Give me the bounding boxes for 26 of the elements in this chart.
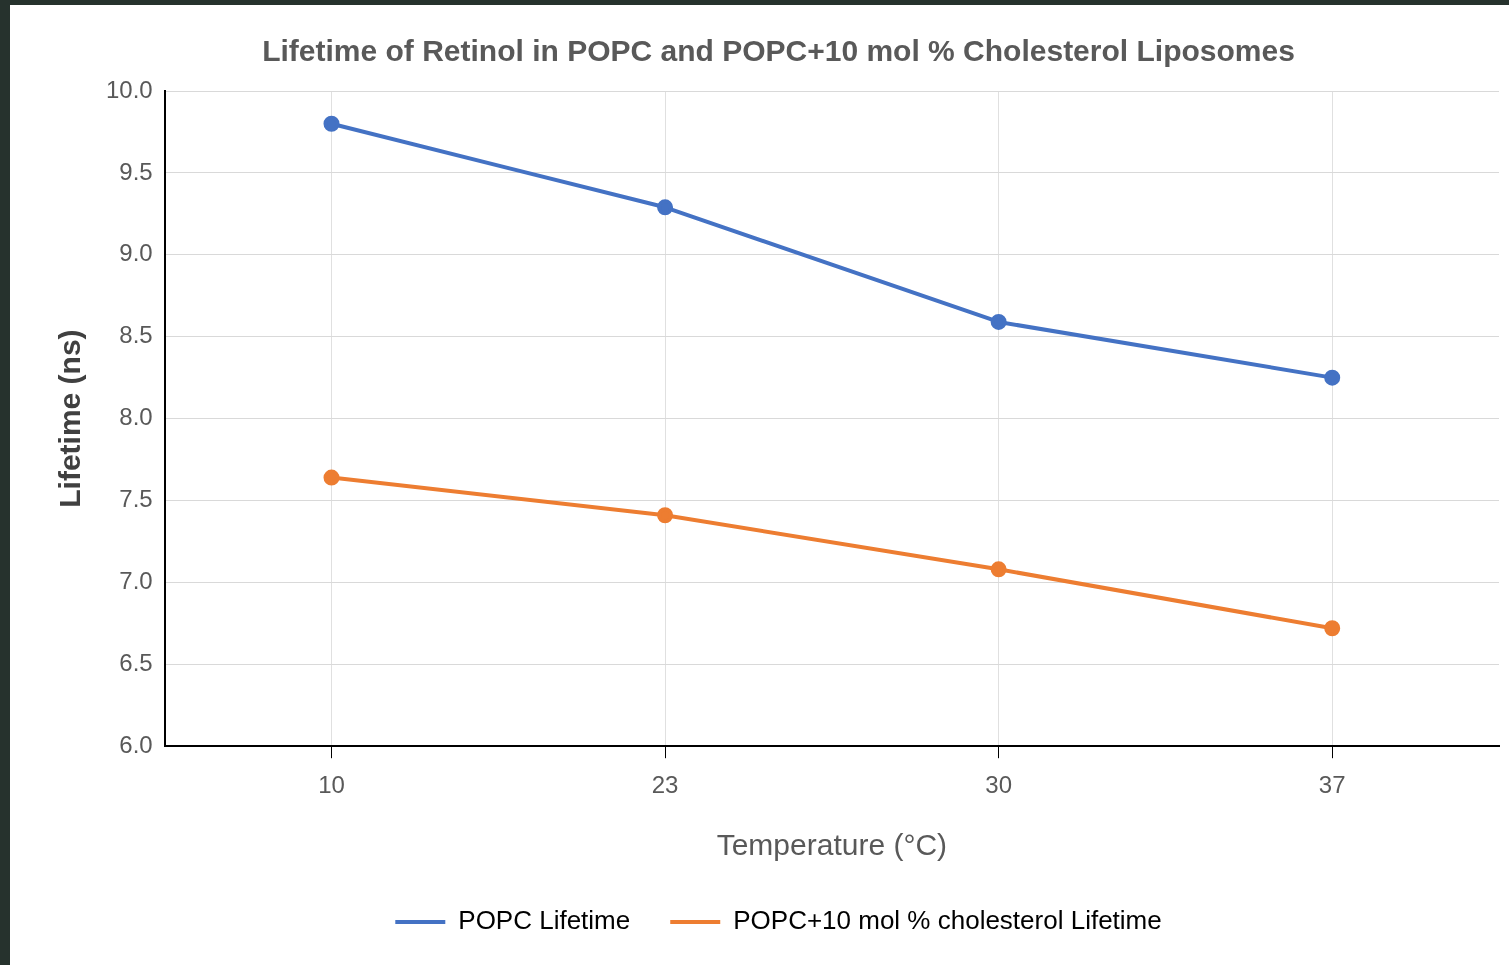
legend-label: POPC Lifetime <box>458 905 631 936</box>
x-axis-title: Temperature (°C) <box>716 828 948 862</box>
legend-label: POPC+10 mol % cholesterol Lifetime <box>733 905 1162 936</box>
x-tick-label: 23 <box>651 771 679 799</box>
y-tick-label: 6.5 <box>119 648 153 676</box>
x-tick-label: 30 <box>985 771 1012 799</box>
point <box>990 561 1007 578</box>
y-tick-label: 6.0 <box>119 730 153 758</box>
y-tick-label: 8.5 <box>119 321 153 349</box>
x-tick-label: 37 <box>1318 771 1346 799</box>
point <box>657 199 674 216</box>
y-axis-title: Lifetime (ns) <box>53 329 87 508</box>
point <box>657 507 674 524</box>
y-tick-label: 7.0 <box>119 567 153 595</box>
chart-title: Lifetime of Retinol in POPC and POPC+10 mol % Cholesterol Liposomes <box>262 34 1295 68</box>
point <box>323 469 340 486</box>
y-tick-label: 10.0 <box>105 75 153 103</box>
point <box>1324 369 1341 386</box>
y-tick-label: 9.0 <box>119 239 153 267</box>
point <box>990 313 1007 330</box>
x-tick-label: 10 <box>318 771 345 799</box>
point <box>1324 620 1341 637</box>
y-tick-label: 7.5 <box>119 485 153 513</box>
y-tick-label: 9.5 <box>119 157 153 185</box>
point <box>323 115 340 132</box>
y-tick-label: 8.0 <box>119 403 153 431</box>
